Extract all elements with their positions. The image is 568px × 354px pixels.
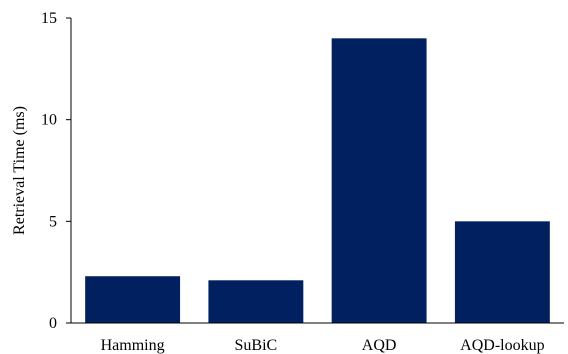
bar-subic <box>208 280 304 323</box>
y-ticks-group: 0 5 10 15 <box>41 10 71 332</box>
y-axis-label: Retrieval Time (ms) <box>11 106 28 235</box>
x-tick-label: SuBiC <box>235 337 278 354</box>
bar-hamming <box>85 276 181 323</box>
y-tick-label: 10 <box>41 112 57 129</box>
bar-aqd-lookup <box>454 221 550 323</box>
x-tick-label: Hamming <box>101 337 165 354</box>
y-tick-label: 15 <box>41 10 57 27</box>
y-tick-label: 5 <box>49 213 57 230</box>
x-tick-label: AQD-lookup <box>460 337 544 354</box>
bars-group <box>85 38 550 323</box>
bar-aqd <box>331 38 427 323</box>
x-tick-label: AQD <box>362 337 397 354</box>
x-tick-labels-group: Hamming SuBiC AQD AQD-lookup <box>101 337 545 354</box>
y-tick-label: 0 <box>49 315 57 332</box>
